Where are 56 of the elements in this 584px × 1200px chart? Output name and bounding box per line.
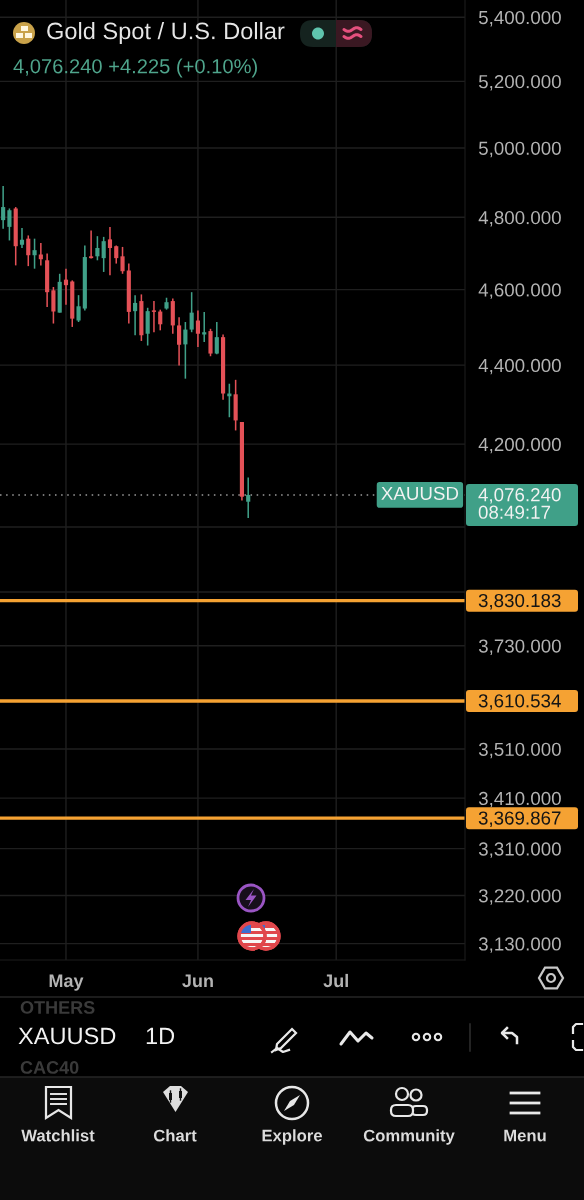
x-tick-label: Jul [323,973,348,988]
candlestick [7,207,12,242]
ref-line-label: 3,610.534 [478,694,561,710]
text: XAUUSD [18,1027,116,1045]
text: Explore [262,1129,322,1145]
y-tick-label: 4,200.000 [478,437,561,454]
y-tick-label: 4,600.000 [478,283,561,299]
candlestick [183,321,188,380]
candlestick [158,308,163,332]
candlestick [89,229,94,260]
candlestick [133,294,138,337]
x-tick-label: Jun [182,974,213,988]
y-tick-label: 4,800.000 [478,211,561,227]
y-tick-label: 5,200.000 [478,75,561,91]
ref-line-label: 3,369.867 [478,811,561,827]
candlestick [32,237,37,270]
candlestick [177,316,182,367]
y-tick-label: 3,510.000 [478,742,561,759]
ref-line-label: 4,076.240 08:49:17 [478,488,561,519]
candlestick [19,227,25,249]
y-tick-label: 4,400.000 [478,358,561,375]
text: Chart [153,1129,197,1142]
candlestick [151,300,157,333]
y-tick-label: 3,730.000 [478,639,561,655]
y-tick-label: 5,000.000 [478,141,561,158]
candlestick [120,246,125,275]
candlestick [76,294,81,323]
y-tick-label: 3,130.000 [478,937,561,953]
text: 4,076.240 +4.225 (+0.10%) [13,58,257,78]
candlestick [195,309,201,348]
text: Community [363,1129,455,1145]
text: OTHERS [20,1001,95,1014]
candlestick [145,307,150,347]
text: 1D [146,1027,175,1045]
candlestick [51,286,56,325]
y-tick-label: 5,400.000 [478,10,561,27]
candlestick [114,244,119,265]
y-tick-label: 3,220.000 [478,889,561,905]
candlestick [26,234,31,267]
candlestick [101,236,106,273]
ref-line-label: 3,830.183 [478,593,561,610]
candlestick [107,226,113,277]
x-tick-label: May [49,974,84,991]
text: Gold Spot / U.S. Dollar [47,22,285,45]
candlestick [95,235,100,262]
y-tick-label: 3,310.000 [478,842,561,858]
annotation: XAUUSD [381,486,459,500]
candlestick [214,321,219,356]
candlestick [189,291,194,333]
text: Menu [504,1129,546,1142]
text: CAC40 [20,1061,79,1074]
candlestick [208,328,213,358]
y-tick-label: 3,410.000 [478,791,561,808]
candlestick [1,185,6,230]
text: Watchlist [21,1129,95,1142]
candlestick [246,476,251,519]
